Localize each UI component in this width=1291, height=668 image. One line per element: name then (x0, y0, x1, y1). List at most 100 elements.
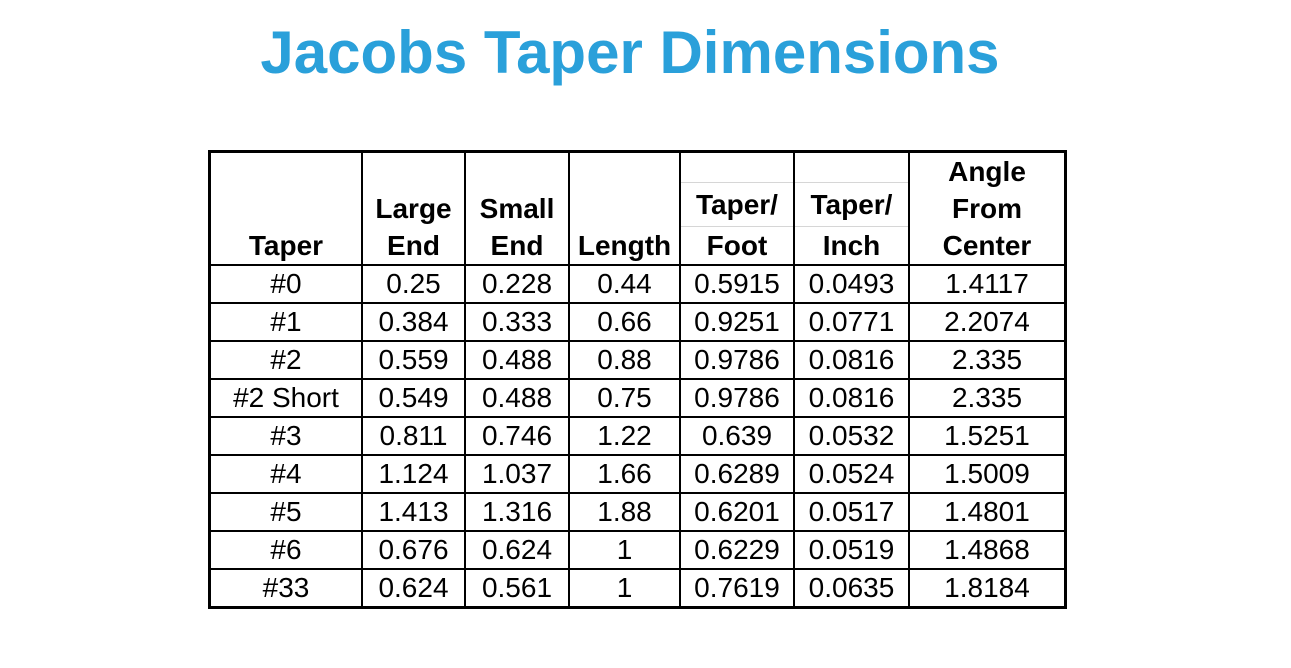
taper-per-inch-cell: 0.0532 (793, 416, 910, 456)
small-end-cell: 0.488 (464, 340, 570, 380)
small-end-cell: 0.228 (464, 264, 570, 304)
taper-cell: #4 (208, 454, 363, 494)
length-cell: 0.44 (568, 264, 681, 304)
dimensions-table-wrap: Taper Large End Small End Length Taper/Foot Tap… (208, 150, 1067, 609)
table-row: #6 0.676 0.624 1 0.6229 0.0519 1.4868 (208, 530, 1067, 570)
table-row: #1 0.384 0.333 0.66 0.9251 0.0771 2.2074 (208, 302, 1067, 342)
taper-per-inch-cell: 0.0519 (793, 530, 910, 570)
column-header-angle-from-center: Angle From Center (908, 150, 1067, 266)
table-body: #0 0.25 0.228 0.44 0.5915 0.0493 1.4117 #1 0.384… (208, 264, 1067, 609)
small-end-cell: 0.333 (464, 302, 570, 342)
angle-from-center-cell: 1.4117 (908, 264, 1067, 304)
angle-from-center-cell: 1.5251 (908, 416, 1067, 456)
column-header-content: Large End (364, 153, 463, 263)
taper-cell: #1 (208, 302, 363, 342)
column-header-label: Taper (248, 230, 324, 261)
column-header-label: From (952, 193, 1022, 224)
table-row: #5 1.413 1.316 1.88 0.6201 0.0517 1.4801 (208, 492, 1067, 532)
length-cell: 1 (568, 568, 681, 609)
table-row: #33 0.624 0.561 1 0.7619 0.0635 1.8184 (208, 568, 1067, 609)
small-end-cell: 0.624 (464, 530, 570, 570)
large-end-cell: 0.549 (361, 378, 466, 418)
taper-per-inch-cell: 0.0816 (793, 340, 910, 380)
column-header-small-end: Small End (464, 150, 570, 266)
large-end-cell: 0.676 (361, 530, 466, 570)
length-cell: 0.66 (568, 302, 681, 342)
table-row: #3 0.811 0.746 1.22 0.639 0.0532 1.5251 (208, 416, 1067, 456)
large-end-cell: 0.384 (361, 302, 466, 342)
column-header-content: Taper (211, 153, 360, 263)
column-header-label: Length (577, 230, 672, 261)
large-end-cell: 1.413 (361, 492, 466, 532)
length-cell: 1.66 (568, 454, 681, 494)
taper-per-foot-cell: 0.6289 (679, 454, 795, 494)
length-cell: 1 (568, 530, 681, 570)
taper-per-inch-cell: 0.0635 (793, 568, 910, 609)
taper-cell: #2 Short (208, 378, 363, 418)
column-header-label: Foot (682, 226, 792, 263)
column-header-content: Taper/Foot (682, 153, 792, 263)
small-end-cell: 1.037 (464, 454, 570, 494)
table-row: #0 0.25 0.228 0.44 0.5915 0.0493 1.4117 (208, 264, 1067, 304)
taper-per-foot-cell: 0.6229 (679, 530, 795, 570)
column-header-content: Taper/Inch (796, 153, 907, 263)
length-cell: 0.75 (568, 378, 681, 418)
angle-from-center-cell: 1.4868 (908, 530, 1067, 570)
column-header-label: End (490, 230, 544, 261)
column-header-taper-per-foot: Taper/Foot (679, 150, 795, 266)
column-header-content: Small End (467, 153, 567, 263)
taper-cell: #0 (208, 264, 363, 304)
taper-per-inch-cell: 0.0517 (793, 492, 910, 532)
small-end-cell: 0.488 (464, 378, 570, 418)
taper-per-foot-cell: 0.6201 (679, 492, 795, 532)
small-end-cell: 0.561 (464, 568, 570, 609)
taper-cell: #3 (208, 416, 363, 456)
table-row: #2 Short 0.549 0.488 0.75 0.9786 0.0816 2.335 (208, 378, 1067, 418)
length-cell: 0.88 (568, 340, 681, 380)
column-header-taper-per-inch: Taper/Inch (793, 150, 910, 266)
column-header-label: End (387, 230, 440, 261)
column-header-label: Taper/ (796, 182, 907, 226)
taper-per-foot-cell: 0.9786 (679, 340, 795, 380)
column-header-label: Angle (948, 156, 1026, 187)
taper-per-foot-cell: 0.7619 (679, 568, 795, 609)
length-cell: 1.22 (568, 416, 681, 456)
column-header-taper: Taper (208, 150, 363, 266)
column-header-label: Center (942, 230, 1032, 261)
taper-cell: #6 (208, 530, 363, 570)
taper-per-inch-cell: 0.0493 (793, 264, 910, 304)
taper-per-inch-cell: 0.0816 (793, 378, 910, 418)
taper-per-foot-cell: 0.5915 (679, 264, 795, 304)
table-row: #2 0.559 0.488 0.88 0.9786 0.0816 2.335 (208, 340, 1067, 380)
large-end-cell: 0.559 (361, 340, 466, 380)
angle-from-center-cell: 2.335 (908, 378, 1067, 418)
table-head: Taper Large End Small End Length Taper/Foot Tap… (208, 150, 1067, 266)
page-title: Jacobs Taper Dimensions (260, 19, 1000, 86)
column-header-label: Large (375, 193, 452, 224)
table-row: #4 1.124 1.037 1.66 0.6289 0.0524 1.5009 (208, 454, 1067, 494)
column-header-length: Length (568, 150, 681, 266)
header-empty-subcell (682, 153, 792, 182)
jacobs-taper-dimensions-table: Taper Large End Small End Length Taper/Foot Tap… (208, 150, 1067, 609)
taper-per-foot-cell: 0.639 (679, 416, 795, 456)
small-end-cell: 1.316 (464, 492, 570, 532)
angle-from-center-cell: 2.2074 (908, 302, 1067, 342)
column-header-label: Small (479, 193, 555, 224)
column-header-content: Length (571, 153, 678, 263)
table-header-row: Taper Large End Small End Length Taper/Foot Tap… (208, 150, 1067, 266)
taper-cell: #2 (208, 340, 363, 380)
taper-per-foot-cell: 0.9251 (679, 302, 795, 342)
column-header-label: Taper/ (682, 182, 792, 226)
angle-from-center-cell: 1.4801 (908, 492, 1067, 532)
taper-per-inch-cell: 0.0771 (793, 302, 910, 342)
large-end-cell: 1.124 (361, 454, 466, 494)
column-header-content: Angle From Center (911, 153, 1064, 263)
taper-per-inch-cell: 0.0524 (793, 454, 910, 494)
length-cell: 1.88 (568, 492, 681, 532)
angle-from-center-cell: 2.335 (908, 340, 1067, 380)
header-empty-subcell (796, 153, 907, 182)
large-end-cell: 0.624 (361, 568, 466, 609)
large-end-cell: 0.811 (361, 416, 466, 456)
column-header-large-end: Large End (361, 150, 466, 266)
